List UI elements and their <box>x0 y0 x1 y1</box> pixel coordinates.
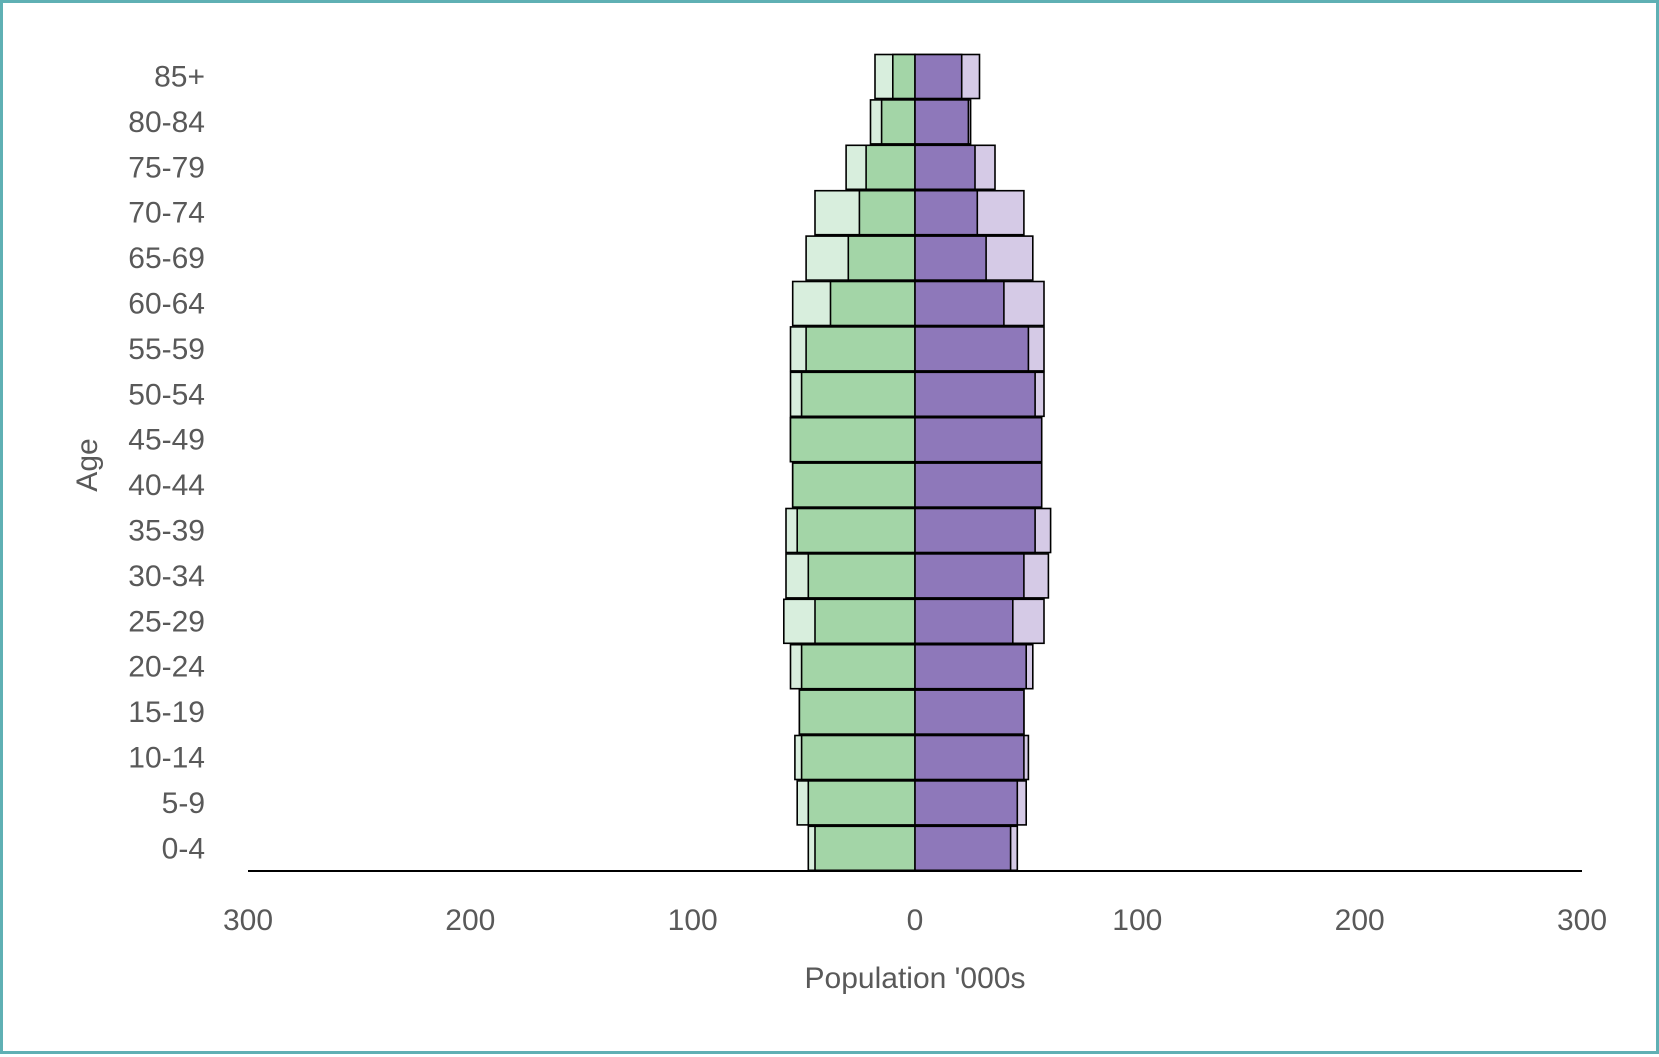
bar-right-inner-35-39 <box>914 507 1036 554</box>
bar-right-inner-55-59 <box>914 326 1030 372</box>
x-tick-label: 200 <box>1335 904 1385 937</box>
x-tick-label: 100 <box>668 904 718 937</box>
y-tick-label: 55-59 <box>128 333 205 366</box>
y-tick-labels: 0-4 5-9 10-14 15-19 20-24 25-29 30-34 35-39 40-4… <box>128 61 205 866</box>
bar-right-inner-45-49 <box>914 416 1043 463</box>
bar-right-inner-25-29 <box>914 598 1014 645</box>
bar-right-inner-15-19 <box>914 689 1025 735</box>
y-tick-label: 70-74 <box>128 197 205 230</box>
y-tick-label: 20-24 <box>128 651 205 684</box>
bars-group <box>782 53 1052 872</box>
y-tick-label: 30-34 <box>128 560 205 593</box>
x-tick-labels: 300 200 100 0 100 200 300 <box>223 904 1607 937</box>
bar-left-inner-15-19 <box>798 689 916 735</box>
bar-left-inner-20-24 <box>800 643 916 690</box>
y-tick-label: 85+ <box>154 61 205 94</box>
y-tick-label: 50-54 <box>128 378 205 411</box>
bar-right-inner-65-69 <box>914 235 987 281</box>
y-tick-label: 5-9 <box>162 787 205 820</box>
bar-left-inner-0-4 <box>814 825 916 872</box>
x-tick-label: 300 <box>1557 904 1607 937</box>
bar-left-inner-65-69 <box>847 235 916 281</box>
bar-left-inner-5-9 <box>807 780 916 826</box>
bar-right-inner-0-4 <box>914 825 1012 872</box>
population-pyramid-chart: 0-4 5-9 10-14 15-19 20-24 25-29 30-34 35-39 40-4… <box>71 53 1607 995</box>
bar-right-inner-75-79 <box>914 144 976 191</box>
bar-left-inner-40-44 <box>791 462 916 508</box>
bar-left-inner-25-29 <box>814 598 916 645</box>
x-tick-label: 100 <box>1112 904 1162 937</box>
bar-left-inner-10-14 <box>800 734 916 781</box>
bar-right-inner-30-34 <box>914 553 1025 599</box>
bar-right-inner-85+ <box>914 53 963 100</box>
x-tick-label: 0 <box>907 904 924 937</box>
x-tick-label: 200 <box>445 904 495 937</box>
bar-right-inner-80-84 <box>914 99 970 145</box>
x-axis-title: Population '000s <box>805 962 1026 995</box>
y-tick-label: 60-64 <box>128 288 205 321</box>
y-tick-label: 40-44 <box>128 469 205 502</box>
y-tick-label: 35-39 <box>128 515 205 548</box>
bar-left-inner-70-74 <box>858 189 916 236</box>
bar-right-inner-40-44 <box>914 462 1043 508</box>
y-tick-label: 25-29 <box>128 605 205 638</box>
bar-left-inner-60-64 <box>829 280 916 327</box>
y-tick-label: 80-84 <box>128 106 205 139</box>
bar-left-inner-85+ <box>891 53 916 100</box>
bar-right-inner-50-54 <box>914 371 1036 418</box>
x-tick-label: 300 <box>223 904 273 937</box>
y-axis-title: Age <box>71 438 104 491</box>
y-tick-label: 10-14 <box>128 742 205 775</box>
bar-right-inner-5-9 <box>914 780 1019 826</box>
bar-left-inner-30-34 <box>807 553 916 599</box>
bar-left-inner-50-54 <box>800 371 916 418</box>
y-tick-label: 65-69 <box>128 242 205 275</box>
bar-right-inner-10-14 <box>914 734 1025 781</box>
bar-left-inner-80-84 <box>880 99 916 145</box>
bar-right-inner-70-74 <box>914 189 979 236</box>
y-tick-label: 0-4 <box>162 832 205 865</box>
bar-left-inner-75-79 <box>865 144 916 191</box>
bar-right-inner-20-24 <box>914 643 1027 690</box>
bar-right-inner-60-64 <box>914 280 1005 327</box>
bar-left-inner-55-59 <box>805 326 916 372</box>
y-tick-label: 75-79 <box>128 151 205 184</box>
y-tick-label: 45-49 <box>128 424 205 457</box>
bar-left-inner-35-39 <box>796 507 916 554</box>
bar-left-inner-45-49 <box>789 416 916 463</box>
y-tick-label: 15-19 <box>128 696 205 729</box>
